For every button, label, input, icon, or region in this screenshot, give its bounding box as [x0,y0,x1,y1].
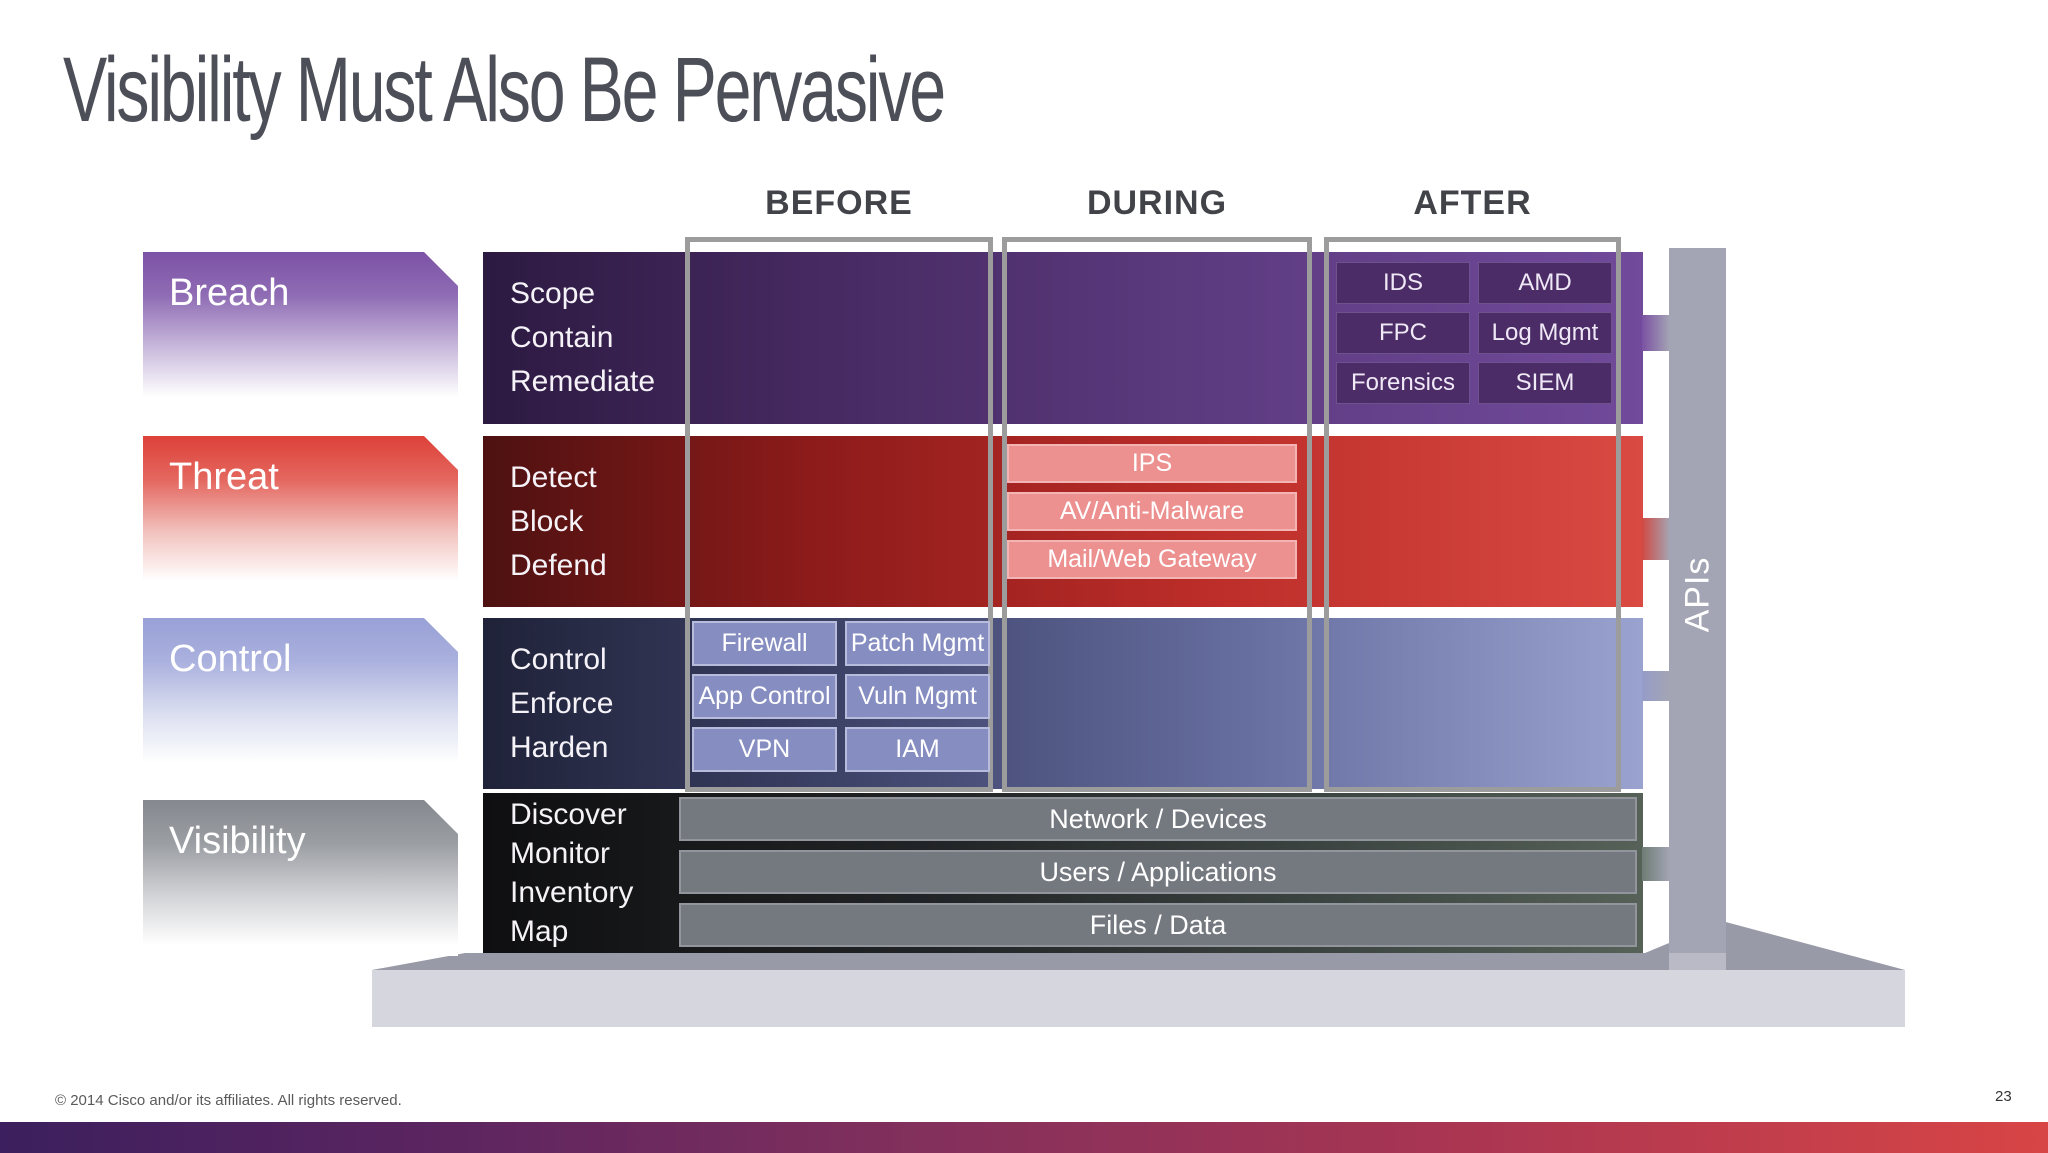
row-actions-breach: Scope Contain Remediate [483,252,750,424]
category-label-text: Visibility [169,820,306,862]
apis-label: APIs [1678,556,1716,633]
action-line: Remediate [510,365,656,398]
page-number: 23 [1995,1088,2012,1105]
phase-header-before: BEFORE [765,184,913,222]
tool-log-mgmt: Log Mgmt [1478,312,1612,354]
action-line: Discover [510,798,627,831]
control-tools-grid: Firewall Patch Mgmt App Control Vuln Mgm… [692,621,990,772]
footer-gradient-bar [0,1122,2048,1153]
phase-header-after: AFTER [1413,184,1532,222]
row-actions-control: Control Enforce Harden [483,618,750,789]
category-label-control: Control [143,618,458,774]
category-label-text: Threat [169,456,279,498]
bar-users-applications: Users / Applications [679,850,1637,894]
page-title: Visibility Must Also Be Pervasive [63,39,946,141]
category-label-text: Breach [169,272,290,314]
action-line: Monitor [510,837,611,870]
copyright-text: © 2014 Cisco and/or its affiliates. All … [55,1092,402,1109]
tool-av-anti-malware: AV/Anti-Malware [1007,492,1297,531]
tool-amd: AMD [1478,262,1612,304]
tool-ids: IDS [1336,262,1470,304]
tool-patch-mgmt: Patch Mgmt [845,621,990,666]
action-line: Enforce [510,686,614,720]
category-label-visibility: Visibility [143,800,458,956]
tool-mail-web-gateway: Mail/Web Gateway [1007,540,1297,579]
apis-bar: APIs [1669,248,1726,953]
tool-iam: IAM [845,727,990,772]
apis-bar-base [1669,953,1726,970]
action-line: Detect [510,460,597,494]
breach-tools-grid: IDS AMD FPC Log Mgmt Forensics SIEM [1336,262,1612,404]
row-actions-threat: Detect Block Defend [483,436,750,607]
tool-app-control: App Control [692,674,837,719]
action-line: Block [510,504,584,538]
connector-breach-apis [1642,315,1670,351]
platform-front-face [372,970,1905,1027]
action-line: Control [510,642,607,676]
tool-fpc: FPC [1336,312,1470,354]
connector-threat-apis [1642,518,1670,560]
phase-header-during: DURING [1086,184,1228,222]
threat-tools-stack: IPS AV/Anti-Malware Mail/Web Gateway [1007,444,1297,579]
action-line: Scope [510,277,596,310]
category-label-threat: Threat [143,436,458,592]
tool-firewall: Firewall [692,621,837,666]
action-line: Harden [510,730,609,764]
tool-siem: SIEM [1478,362,1612,404]
bar-network-devices: Network / Devices [679,797,1637,841]
action-line: Contain [510,321,614,354]
tool-vpn: VPN [692,727,837,772]
category-label-text: Control [169,638,292,680]
row-control: Control Enforce Harden [483,618,1643,789]
visibility-bars-stack: Network / Devices Users / Applications F… [679,797,1637,947]
connector-visibility-apis [1642,847,1670,881]
action-line: Defend [510,548,607,582]
category-label-breach: Breach [143,252,458,408]
connector-control-apis [1642,671,1670,701]
bar-files-data: Files / Data [679,903,1637,947]
tool-forensics: Forensics [1336,362,1470,404]
tool-ips: IPS [1007,444,1297,483]
tool-vuln-mgmt: Vuln Mgmt [845,674,990,719]
action-line: Inventory [510,876,634,909]
